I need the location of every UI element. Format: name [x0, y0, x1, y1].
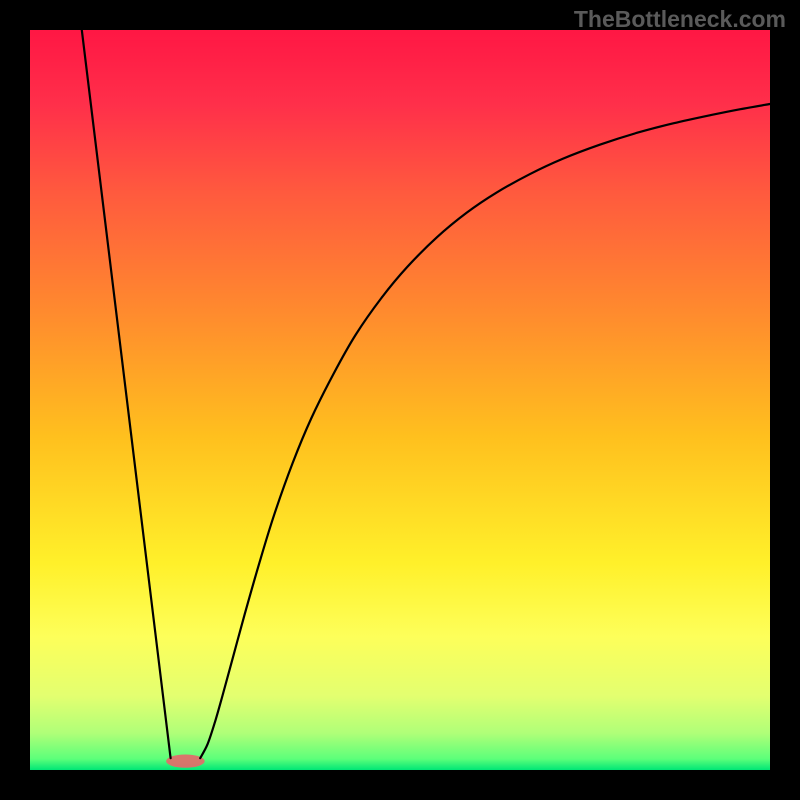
- watermark-text: TheBottleneck.com: [574, 6, 786, 33]
- chart-svg: [0, 0, 800, 800]
- valley-marker: [166, 754, 204, 767]
- bottleneck-chart: TheBottleneck.com: [0, 0, 800, 800]
- plot-background: [30, 30, 770, 770]
